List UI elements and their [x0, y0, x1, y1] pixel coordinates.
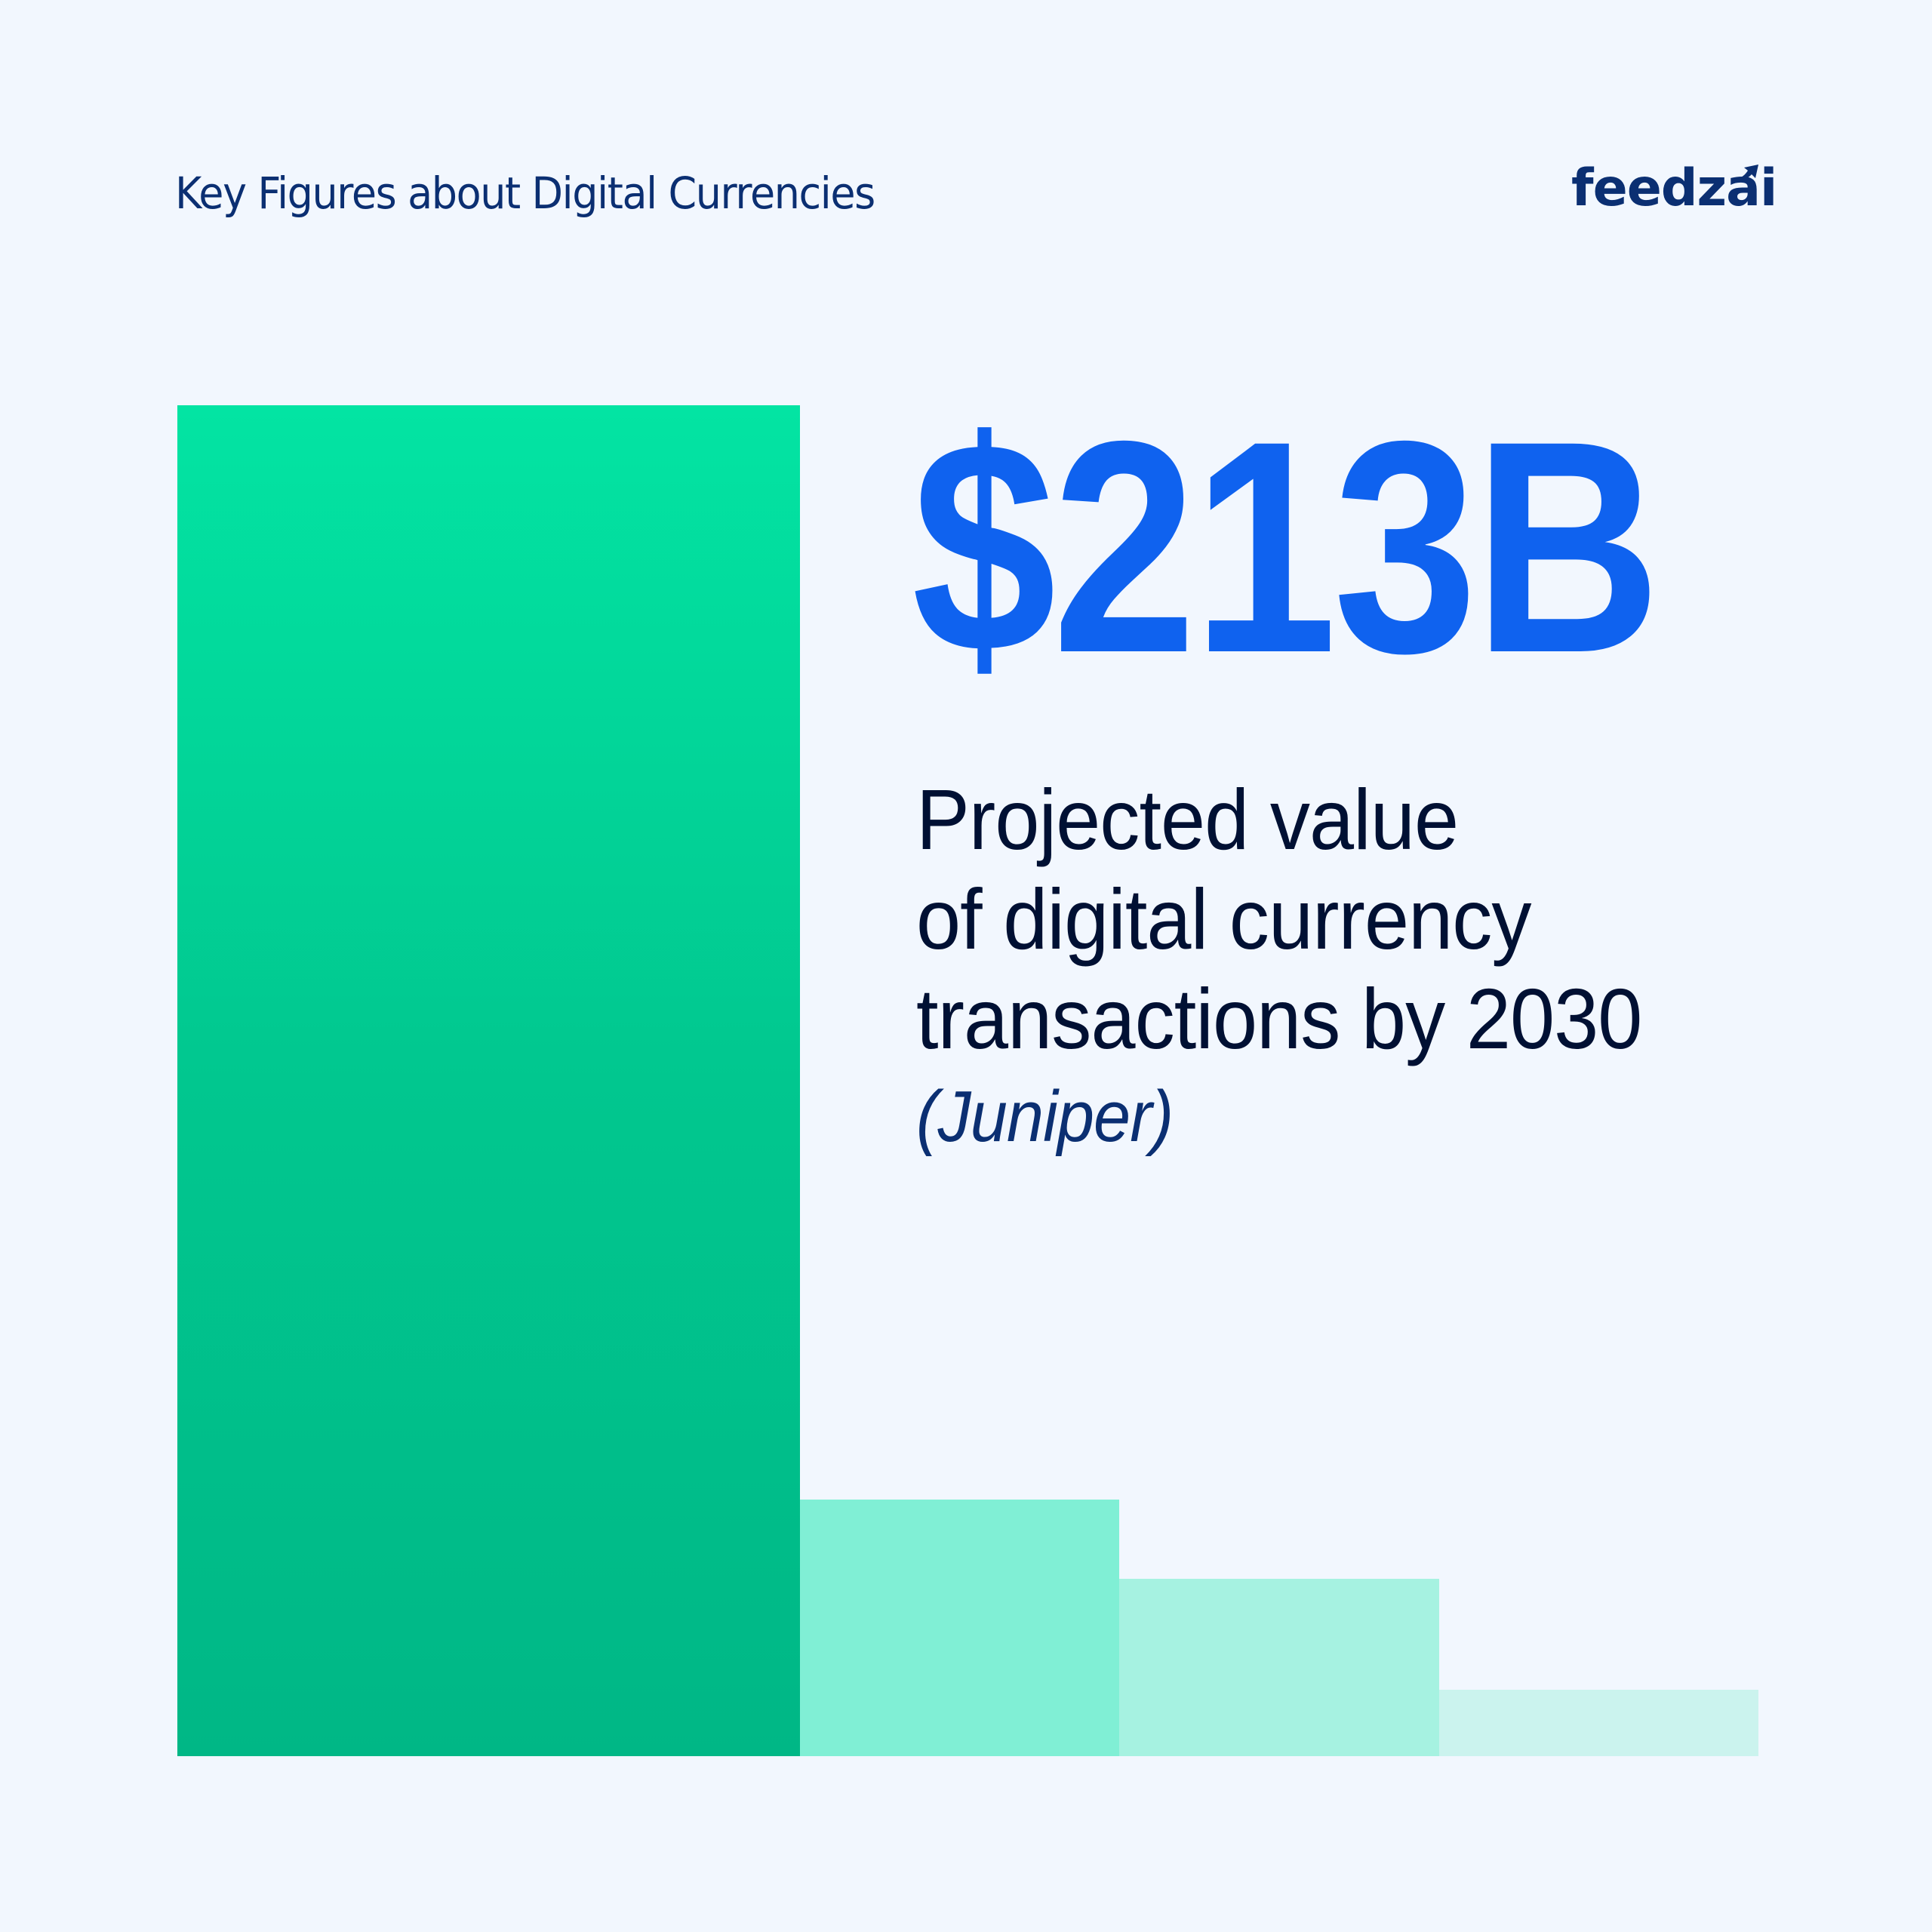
stat-value: $213B — [912, 378, 1661, 715]
stat-description-line: of digital currency — [916, 872, 1532, 967]
chart-bar-1 — [177, 405, 800, 1756]
logo-wordmark: feedzai — [1571, 158, 1777, 218]
chart-bar-2 — [800, 1500, 1119, 1756]
chart-bar-3 — [1119, 1579, 1439, 1756]
arrow-up-right-icon — [1734, 165, 1758, 180]
stat-description: Projected value of digital currency tran… — [916, 770, 1642, 1069]
stat-description-line: transactions by 2030 — [916, 971, 1642, 1066]
stat-source: (Juniper) — [916, 1076, 1174, 1157]
feedzai-logo: feedzai — [1571, 158, 1777, 226]
page-title: Key Figures about Digital Currencies — [175, 168, 875, 219]
stat-description-line: Projected value — [916, 772, 1459, 867]
chart-bar-4 — [1439, 1690, 1758, 1756]
